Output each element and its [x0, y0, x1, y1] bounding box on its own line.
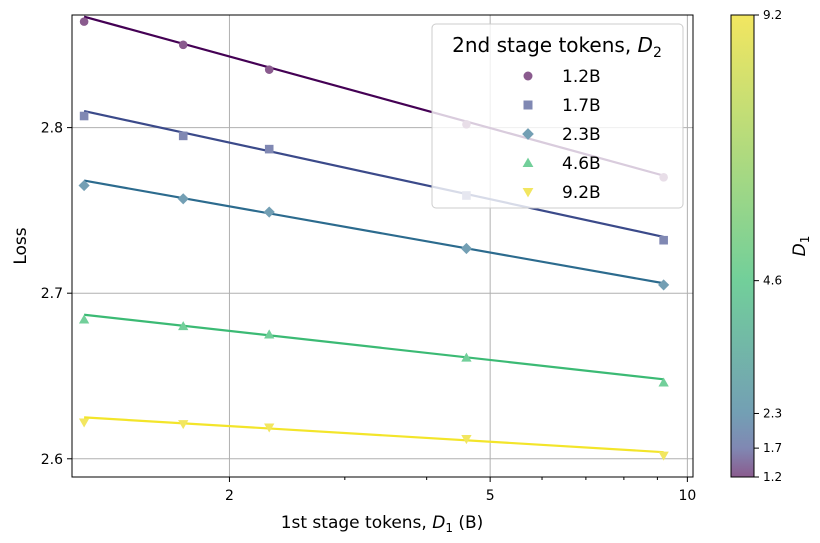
x-tick-label: 5 — [486, 488, 495, 504]
legend-marker-2.3B — [522, 128, 534, 140]
data-point-4.6B — [78, 314, 90, 324]
data-point-1.2B — [79, 17, 89, 26]
colorbar-tick-label: 9.2 — [763, 8, 782, 22]
x-tick-label: 10 — [678, 488, 696, 504]
y-tick-label: 2.6 — [41, 452, 63, 468]
fit-line-4.6B — [83, 313, 664, 381]
data-point-9.2B — [658, 451, 669, 461]
data-point-2.3B — [460, 242, 473, 255]
x-tick-label: 2 — [225, 488, 234, 504]
data-point-1.2B — [178, 40, 188, 50]
colorbar-title: D1 — [790, 236, 812, 257]
legend: 2nd stage tokens, D2 1.2B 1.7B 2.3B 4.6B 9.2… — [431, 23, 684, 209]
data-point-2.3B — [658, 279, 670, 291]
colorbar-tick-label: 2.3 — [763, 406, 782, 420]
colorbar-tick-label: 1.7 — [763, 441, 782, 455]
data-point-4.6B — [658, 377, 669, 387]
data-point-2.3B — [78, 179, 90, 192]
data-point-4.6B — [178, 321, 189, 331]
y-tick-label: 2.8 — [41, 121, 63, 137]
legend-marker-1.2B — [523, 71, 533, 81]
y-axis-title: Loss — [11, 227, 31, 264]
legend-entries: 1.2B 1.7B 2.3B 4.6B 9.2B — [522, 67, 601, 203]
data-point-1.7B — [659, 235, 668, 245]
data-point-9.2B — [78, 418, 90, 428]
legend-label: 2.3B — [562, 125, 601, 145]
colorbar-ticks: 1.2 1.7 2.3 4.6 9.2 — [754, 8, 782, 484]
y-tick-label: 2.7 — [41, 286, 63, 302]
x-axis-title: 1st stage tokens, D1 (B) — [281, 513, 484, 535]
colorbar-gradient — [730, 14, 755, 478]
data-point-9.2B — [264, 423, 275, 433]
legend-marker-4.6B — [522, 157, 534, 168]
data-point-9.2B — [461, 435, 472, 445]
data-point-2.3B — [177, 193, 189, 205]
data-point-9.2B — [178, 420, 189, 430]
x-axis: 2 5 10 — [225, 477, 696, 504]
data-point-2.3B — [263, 206, 275, 218]
legend-marker-9.2B — [522, 187, 534, 198]
legend-label: 1.7B — [562, 96, 601, 116]
legend-title: 2nd stage tokens, D2 — [452, 33, 662, 61]
data-point-1.7B — [79, 111, 89, 121]
legend-label: 4.6B — [562, 154, 601, 174]
legend-marker-1.7B — [523, 100, 533, 110]
data-point-1.2B — [264, 65, 274, 74]
legend-label: 9.2B — [562, 183, 601, 203]
plot-frame — [71, 14, 694, 478]
colorbar-tick-label: 1.2 — [763, 470, 782, 484]
colorbar-tick-label: 4.6 — [763, 274, 782, 288]
y-axis: 2.6 2.7 2.8 — [41, 121, 72, 468]
legend-label: 1.2B — [562, 67, 601, 87]
data-point-1.7B — [178, 131, 188, 141]
colorbar: 1.2 1.7 2.3 4.6 9.2 D1 — [730, 8, 812, 484]
data-point-4.6B — [264, 329, 275, 339]
data-point-1.7B — [264, 144, 274, 154]
data-points — [78, 17, 670, 461]
data-point-4.6B — [461, 352, 472, 362]
legend-box — [431, 23, 684, 209]
fit-line-9.2B — [84, 416, 664, 454]
